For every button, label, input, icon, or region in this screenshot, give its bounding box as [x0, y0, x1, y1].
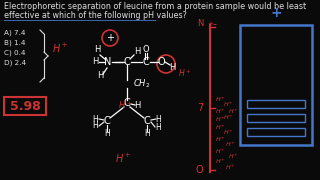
Text: H: H	[104, 129, 110, 138]
Text: D) 2.4: D) 2.4	[4, 60, 26, 66]
Text: 7: 7	[197, 103, 203, 113]
Text: Electrophoretic separation of leucine from a protein sample would be least: Electrophoretic separation of leucine fr…	[4, 2, 306, 11]
Text: +: +	[270, 6, 282, 20]
Text: $H^+$: $H^+$	[225, 141, 236, 149]
Text: A) 7.4: A) 7.4	[4, 30, 26, 37]
Text: N: N	[104, 57, 112, 67]
Text: $H^+$: $H^+$	[223, 101, 234, 109]
Bar	[240, 25, 312, 145]
Text: H: H	[92, 122, 98, 130]
Text: H: H	[144, 129, 150, 138]
Text: O: O	[196, 165, 203, 175]
Text: $H^+$: $H^+$	[225, 164, 236, 172]
Text: $H^+$: $H^+$	[215, 123, 226, 132]
Text: $H^+$: $H^+$	[223, 114, 234, 122]
Text: effective at which of the following pH values?: effective at which of the following pH v…	[4, 11, 187, 20]
Text: C: C	[124, 98, 130, 108]
Text: O: O	[157, 57, 165, 67]
Text: $H^+$: $H^+$	[118, 99, 132, 111]
Text: H: H	[155, 123, 161, 132]
Text: 5.98: 5.98	[10, 100, 40, 112]
Text: $H^+$: $H^+$	[228, 107, 239, 116]
Text: -: -	[212, 19, 216, 29]
Text: O: O	[143, 46, 149, 55]
Text: H: H	[169, 62, 175, 71]
Text: $H^+$: $H^+$	[178, 67, 191, 79]
Text: C: C	[104, 116, 110, 126]
Text: C: C	[124, 57, 130, 67]
Text: H: H	[94, 46, 100, 55]
Text: $H^+$: $H^+$	[215, 136, 226, 144]
Text: N: N	[196, 19, 203, 28]
Text: $H^+$: $H^+$	[215, 116, 226, 124]
Text: $H^+$: $H^+$	[215, 107, 226, 116]
Text: H: H	[97, 71, 103, 80]
Text: $H^+$: $H^+$	[115, 151, 131, 165]
Text: C) 0.4: C) 0.4	[4, 50, 26, 57]
Text: $H^+$: $H^+$	[215, 96, 226, 104]
Text: H: H	[134, 100, 140, 109]
Text: +: +	[106, 33, 114, 43]
Text: +: +	[207, 21, 213, 27]
Text: $H^+$: $H^+$	[215, 158, 226, 166]
Text: B) 1.4: B) 1.4	[4, 40, 26, 46]
Text: H: H	[134, 48, 140, 57]
Text: $H^+$: $H^+$	[223, 129, 234, 138]
Text: $CH_2$: $CH_2$	[133, 78, 150, 90]
Text: $H^+$: $H^+$	[228, 153, 239, 161]
Text: $H^+$: $H^+$	[215, 148, 226, 156]
Text: C: C	[144, 116, 150, 126]
Bar	[247, 100, 305, 108]
Text: H: H	[155, 114, 161, 123]
Text: H: H	[92, 114, 98, 123]
Bar	[247, 114, 305, 122]
Bar	[4, 97, 46, 115]
Text: H: H	[92, 57, 98, 66]
Text: $H^+$: $H^+$	[52, 41, 68, 55]
Bar	[247, 128, 305, 136]
Text: C: C	[143, 57, 149, 67]
